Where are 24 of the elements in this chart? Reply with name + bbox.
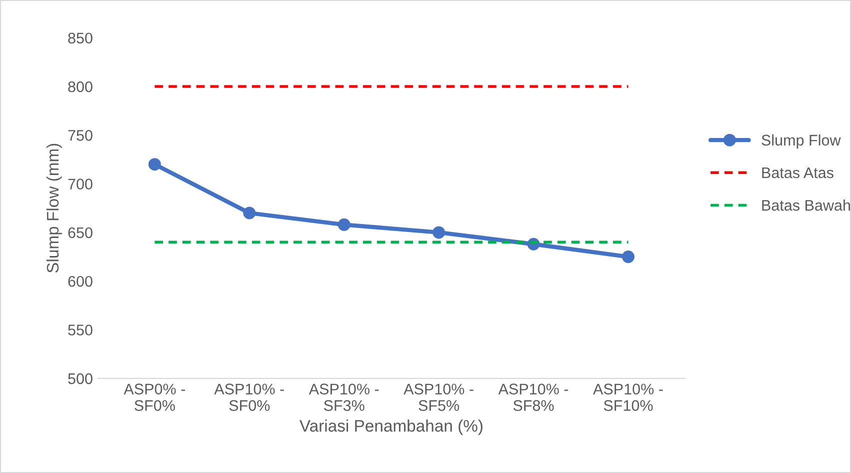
y-tick-label: 550 xyxy=(68,324,92,336)
x-tick-label: ASP0% - SF0% xyxy=(124,384,186,411)
point xyxy=(432,226,446,239)
y-tick-label: 750 xyxy=(68,130,92,141)
y-axis-title: Slump Flow (mm) xyxy=(46,144,62,273)
y-tick-label: 850 xyxy=(68,32,92,44)
point xyxy=(243,206,256,220)
legend-label: Slump Flow xyxy=(762,134,841,149)
legend-label: Batas Bawah xyxy=(762,200,850,211)
point xyxy=(622,250,634,264)
y-tick-label: 650 xyxy=(68,227,92,238)
x-tick-label: ASP10% - SF10% xyxy=(593,384,663,411)
point xyxy=(338,218,350,231)
x-tick-label: ASP10% - SF5% xyxy=(404,384,474,411)
y-tick-label: 800 xyxy=(68,81,92,92)
x-tick-label: ASP10% - SF3% xyxy=(308,384,379,411)
y-tick-label: 500 xyxy=(68,373,92,384)
y-tick-label: 600 xyxy=(68,276,92,287)
point xyxy=(148,158,161,171)
x-tick-label: ASP10% - SF0% xyxy=(214,384,284,411)
x-tick-label: ASP10% - SF8% xyxy=(498,384,568,411)
legend-label: Batas Atas xyxy=(762,168,834,178)
y-tick-label: 700 xyxy=(68,178,92,190)
x-axis-title: Variasi Penambahan (%) xyxy=(300,420,482,436)
